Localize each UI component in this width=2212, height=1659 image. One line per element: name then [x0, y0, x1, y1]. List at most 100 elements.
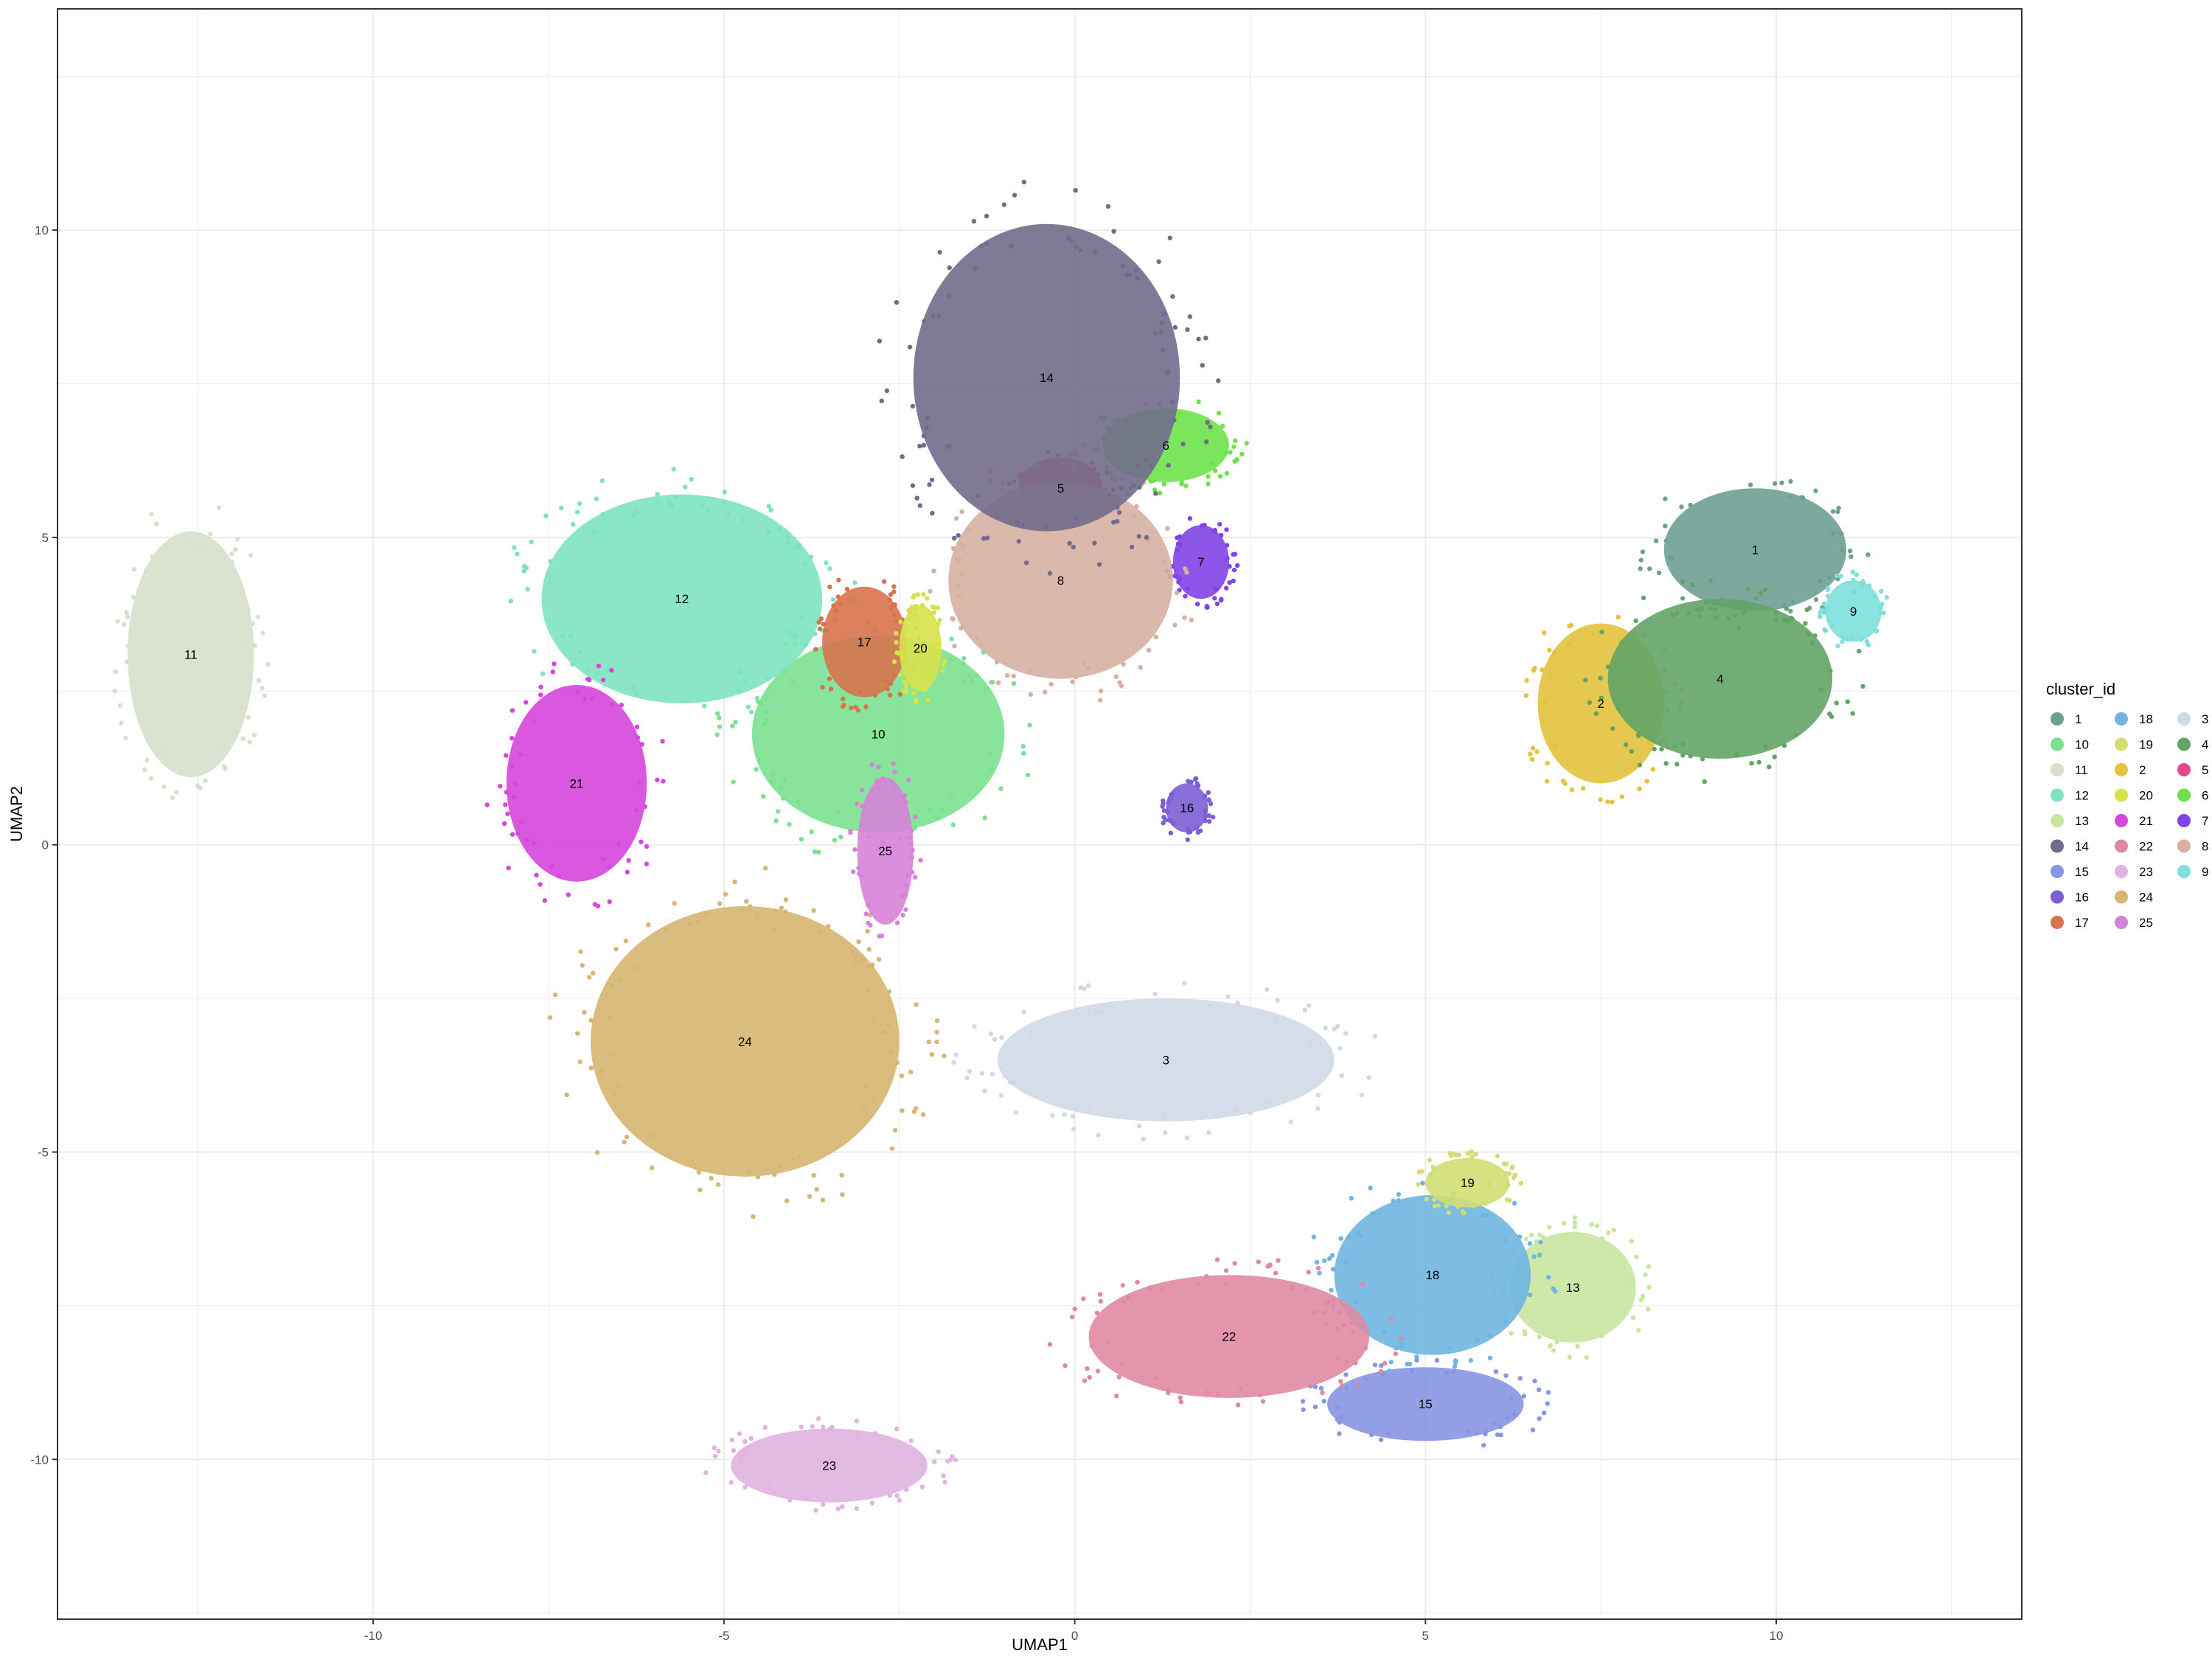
cluster-point-24 — [552, 992, 558, 998]
cluster-point-17 — [821, 622, 826, 627]
cluster-point-2 — [1540, 667, 1545, 672]
cluster-point-16 — [1202, 793, 1208, 799]
cluster-point-12 — [773, 704, 779, 709]
cluster-point-3 — [988, 1031, 994, 1037]
cluster-point-9 — [1845, 580, 1850, 586]
cluster-point-18 — [1326, 1256, 1332, 1262]
cluster-point-11 — [240, 705, 245, 710]
cluster-point-8 — [958, 625, 964, 631]
cluster-point-12 — [852, 580, 858, 585]
cluster-point-24 — [894, 1060, 900, 1065]
cluster-point-13 — [1534, 1239, 1540, 1244]
cluster-label-8: 8 — [1057, 574, 1064, 588]
cluster-point-19 — [1469, 1149, 1475, 1154]
cluster-point-24 — [762, 866, 768, 871]
cluster-point-20 — [911, 690, 917, 696]
cluster-point-21 — [660, 739, 665, 744]
cluster-point-10 — [760, 793, 766, 799]
legend-label-2: 2 — [2139, 763, 2146, 777]
cluster-point-9 — [1860, 581, 1866, 586]
cluster-point-19 — [1427, 1158, 1433, 1163]
legend-key-5 — [2177, 763, 2191, 776]
cluster-point-24 — [796, 1154, 802, 1159]
cluster-point-14 — [1216, 378, 1221, 383]
cluster-point-8 — [1172, 622, 1178, 627]
cluster-point-12 — [748, 709, 754, 714]
cluster-point-6 — [1152, 487, 1158, 493]
cluster-point-10 — [733, 720, 738, 725]
cluster-label-14: 14 — [1040, 371, 1054, 385]
cluster-point-14 — [1065, 235, 1071, 241]
cluster-point-10 — [796, 798, 801, 804]
cluster-point-15 — [1339, 1415, 1345, 1420]
cluster-point-24 — [709, 1175, 714, 1181]
cluster-point-4 — [1688, 754, 1693, 759]
cluster-point-14 — [1169, 399, 1175, 405]
cluster-point-18 — [1487, 1355, 1493, 1360]
cluster-point-22 — [1166, 1387, 1171, 1393]
cluster-point-14 — [973, 266, 978, 271]
cluster-point-3 — [1265, 987, 1270, 992]
cluster-point-10 — [960, 661, 966, 666]
cluster-point-7 — [1187, 516, 1193, 521]
cluster-point-4 — [1810, 641, 1815, 646]
cluster-point-12 — [634, 509, 639, 515]
cluster-point-17 — [855, 707, 860, 713]
cluster-core-22 — [1088, 1275, 1370, 1398]
cluster-point-8 — [956, 583, 961, 588]
legend-key-24 — [2115, 890, 2128, 904]
cluster-point-12 — [591, 529, 597, 535]
cluster-point-19 — [1427, 1172, 1433, 1178]
cluster-point-3 — [1240, 1005, 1245, 1011]
cluster-point-20 — [894, 630, 899, 636]
cluster-point-22 — [1094, 1310, 1100, 1315]
cluster-point-9 — [1834, 573, 1840, 579]
cluster-point-8 — [1027, 669, 1032, 674]
cluster-point-10 — [764, 717, 770, 723]
cluster-point-19 — [1415, 1182, 1421, 1187]
cluster-point-17 — [841, 696, 846, 702]
cluster-point-23 — [731, 1447, 737, 1453]
cluster-point-1 — [1830, 531, 1836, 536]
cluster-point-8 — [1146, 538, 1151, 544]
cluster-point-13 — [1641, 1293, 1646, 1299]
cluster-point-19 — [1504, 1197, 1510, 1203]
cluster-point-17 — [820, 684, 825, 690]
cluster-point-25 — [848, 830, 853, 835]
cluster-point-2 — [1530, 745, 1536, 751]
cluster-point-10 — [787, 821, 792, 827]
cluster-point-11 — [153, 521, 159, 526]
cluster-point-13 — [1638, 1297, 1644, 1303]
cluster-point-9 — [1879, 602, 1885, 607]
cluster-point-15 — [1321, 1399, 1326, 1404]
cluster-point-24 — [779, 905, 784, 911]
cluster-point-3 — [999, 1034, 1004, 1040]
cluster-point-24 — [580, 963, 585, 968]
cluster-point-3 — [1267, 1099, 1272, 1105]
cluster-point-1 — [1839, 531, 1844, 536]
cluster-point-10 — [809, 830, 814, 835]
cluster-point-24 — [672, 900, 677, 906]
cluster-point-2 — [1637, 786, 1642, 792]
cluster-point-4 — [1674, 762, 1680, 767]
cluster-label-5: 5 — [1057, 481, 1064, 495]
cluster-cloud-9 — [1817, 569, 1890, 649]
cluster-point-21 — [595, 903, 601, 908]
cluster-point-11 — [125, 659, 130, 664]
cluster-point-19 — [1456, 1152, 1461, 1158]
cluster-point-22 — [1356, 1382, 1361, 1388]
cluster-point-7 — [1219, 597, 1224, 602]
cluster-point-21 — [518, 751, 524, 757]
cluster-point-20 — [911, 593, 917, 598]
cluster-point-16 — [1169, 792, 1174, 797]
cluster-point-14 — [1078, 248, 1083, 253]
cluster-point-7 — [1172, 573, 1178, 579]
cluster-point-23 — [894, 1426, 900, 1432]
cluster-point-8 — [1004, 672, 1010, 678]
legend-label-5: 5 — [2202, 763, 2208, 777]
cluster-point-15 — [1372, 1362, 1378, 1368]
cluster-point-22 — [1097, 1292, 1103, 1297]
cluster-point-23 — [742, 1439, 748, 1444]
cluster-point-24 — [934, 1018, 940, 1023]
legend-label-25: 25 — [2139, 916, 2153, 930]
